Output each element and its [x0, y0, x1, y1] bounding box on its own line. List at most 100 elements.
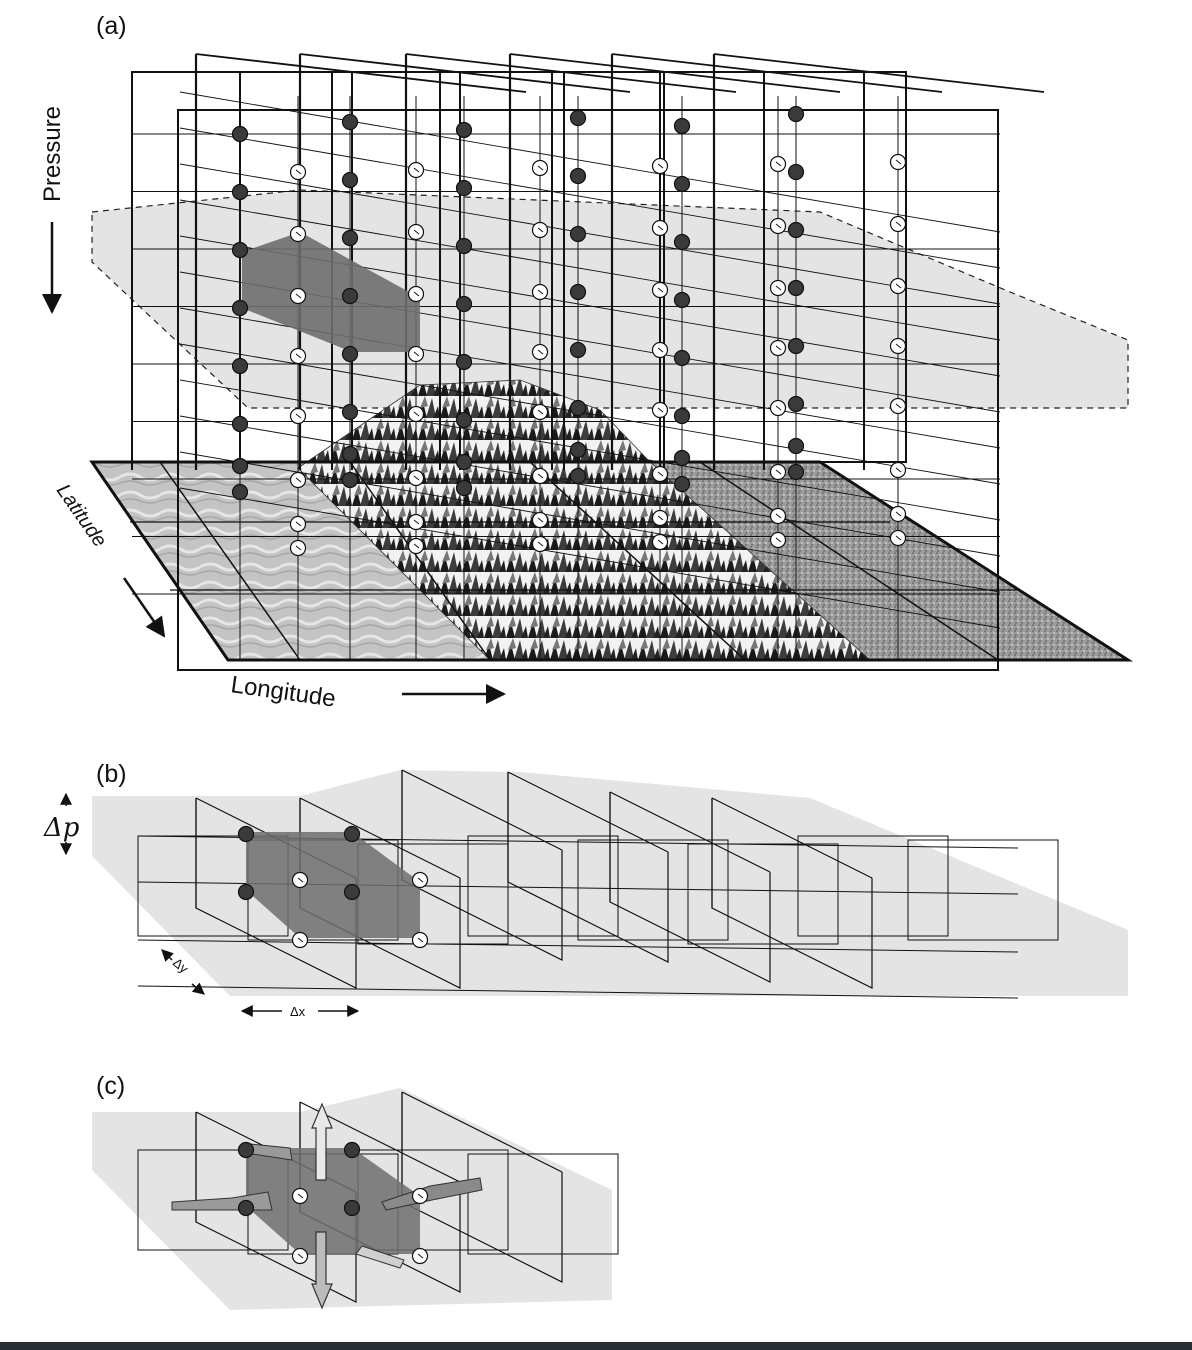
flux-arrow-down — [311, 1231, 333, 1310]
light-node-tick — [295, 293, 302, 299]
light-node-tick — [657, 539, 664, 545]
latitude-line — [179, 487, 1001, 629]
light-node-tick — [537, 541, 544, 547]
latitude-line — [179, 451, 1001, 593]
dark-grid-node — [343, 883, 361, 901]
light-node-tick — [297, 877, 304, 883]
light-node-tick — [413, 475, 420, 481]
light-node-tick — [295, 231, 302, 237]
panel-a-label: (a) — [96, 12, 127, 40]
flux-arrow-south — [355, 1245, 405, 1269]
dark-grid-node — [455, 179, 473, 197]
light-node-tick — [775, 161, 782, 167]
light-node-tick — [417, 877, 424, 883]
light-node-tick — [775, 223, 782, 229]
dark-grid-node — [231, 241, 249, 259]
grid-cell — [467, 1153, 619, 1255]
delta-x-label: Δx — [290, 1004, 306, 1019]
dark-grid-node — [231, 125, 249, 143]
light-node-tick — [537, 289, 544, 295]
dark-grid-node — [341, 287, 359, 305]
dark-grid-node — [787, 437, 805, 455]
light-node-tick — [295, 521, 302, 527]
dark-grid-node — [787, 279, 805, 297]
light-node-tick — [895, 283, 902, 289]
grid-box-dark — [242, 232, 420, 352]
dark-grid-node — [341, 171, 359, 189]
dark-grid-node — [237, 883, 255, 901]
light-node-tick — [413, 291, 420, 297]
outer-frame-back — [177, 109, 999, 671]
dark-grid-node — [341, 229, 359, 247]
grid-box-c — [246, 1148, 420, 1254]
latitude-line — [179, 415, 1001, 557]
light-node-tick — [417, 937, 424, 943]
dark-grid-node — [569, 225, 587, 243]
grid-cell-edge — [401, 1091, 563, 1173]
light-node-tick — [537, 349, 544, 355]
dark-grid-node — [341, 445, 359, 463]
panel-c-label: (c) — [96, 1072, 125, 1100]
dark-grid-node — [455, 479, 473, 497]
dark-grid-node — [673, 349, 691, 367]
light-node-tick — [895, 403, 902, 409]
light-node-tick — [417, 1193, 424, 1199]
grid-cell-edge — [711, 797, 873, 879]
dark-grid-node — [673, 233, 691, 251]
dark-grid-node — [569, 467, 587, 485]
light-node-tick — [537, 227, 544, 233]
light-node-tick — [413, 411, 420, 417]
light-node-tick — [413, 519, 420, 525]
dark-grid-node — [455, 453, 473, 471]
panel-b: (b) Δp Δy Δx — [43, 760, 1128, 1019]
latitude-line — [179, 379, 1001, 521]
light-node-tick — [297, 1193, 304, 1199]
pressure-axis-label: Pressure — [39, 106, 66, 202]
latitude-line — [179, 163, 1001, 305]
dark-grid-node — [569, 441, 587, 459]
light-node-tick — [895, 535, 902, 541]
grid-nodes-b — [237, 825, 429, 949]
dark-grid-node — [673, 407, 691, 425]
dark-grid-node — [569, 341, 587, 359]
dark-grid-node — [341, 113, 359, 131]
light-node-tick — [537, 473, 544, 479]
longitude-axis-label: Longitude — [229, 671, 337, 712]
light-node-tick — [295, 353, 302, 359]
ocean-surface — [92, 462, 490, 660]
light-node-tick — [413, 543, 420, 549]
dark-grid-node — [787, 337, 805, 355]
dark-grid-node — [341, 345, 359, 363]
flux-arrow-up — [311, 1102, 333, 1181]
dark-grid-node — [231, 483, 249, 501]
dark-grid-node — [341, 471, 359, 489]
dark-grid-node — [231, 457, 249, 475]
dark-grid-node — [673, 117, 691, 135]
grid-cell — [577, 839, 729, 941]
light-node-tick — [895, 221, 902, 227]
dark-grid-node — [231, 299, 249, 317]
light-node-tick — [657, 471, 664, 477]
light-node-tick — [537, 165, 544, 171]
light-node-tick — [895, 511, 902, 517]
dark-grid-node — [787, 463, 805, 481]
grid-cell-edge — [401, 769, 563, 851]
dark-grid-node — [455, 295, 473, 313]
dark-grid-node — [343, 825, 361, 843]
light-node-tick — [417, 1253, 424, 1259]
light-node-tick — [895, 467, 902, 473]
outer-frame-top — [131, 71, 907, 463]
light-node-tick — [895, 159, 902, 165]
grid-cell — [687, 843, 839, 945]
light-node-tick — [775, 537, 782, 543]
dark-grid-node — [455, 237, 473, 255]
bottom-bar — [0, 1342, 1192, 1350]
grid-row-line — [137, 939, 1019, 953]
panel-b-label: (b) — [96, 760, 127, 788]
grid-nodes — [231, 105, 907, 557]
dark-grid-node — [569, 109, 587, 127]
dark-grid-node — [673, 291, 691, 309]
grid-cell — [797, 835, 949, 937]
light-node-tick — [657, 515, 664, 521]
grid-cell — [907, 839, 1059, 941]
